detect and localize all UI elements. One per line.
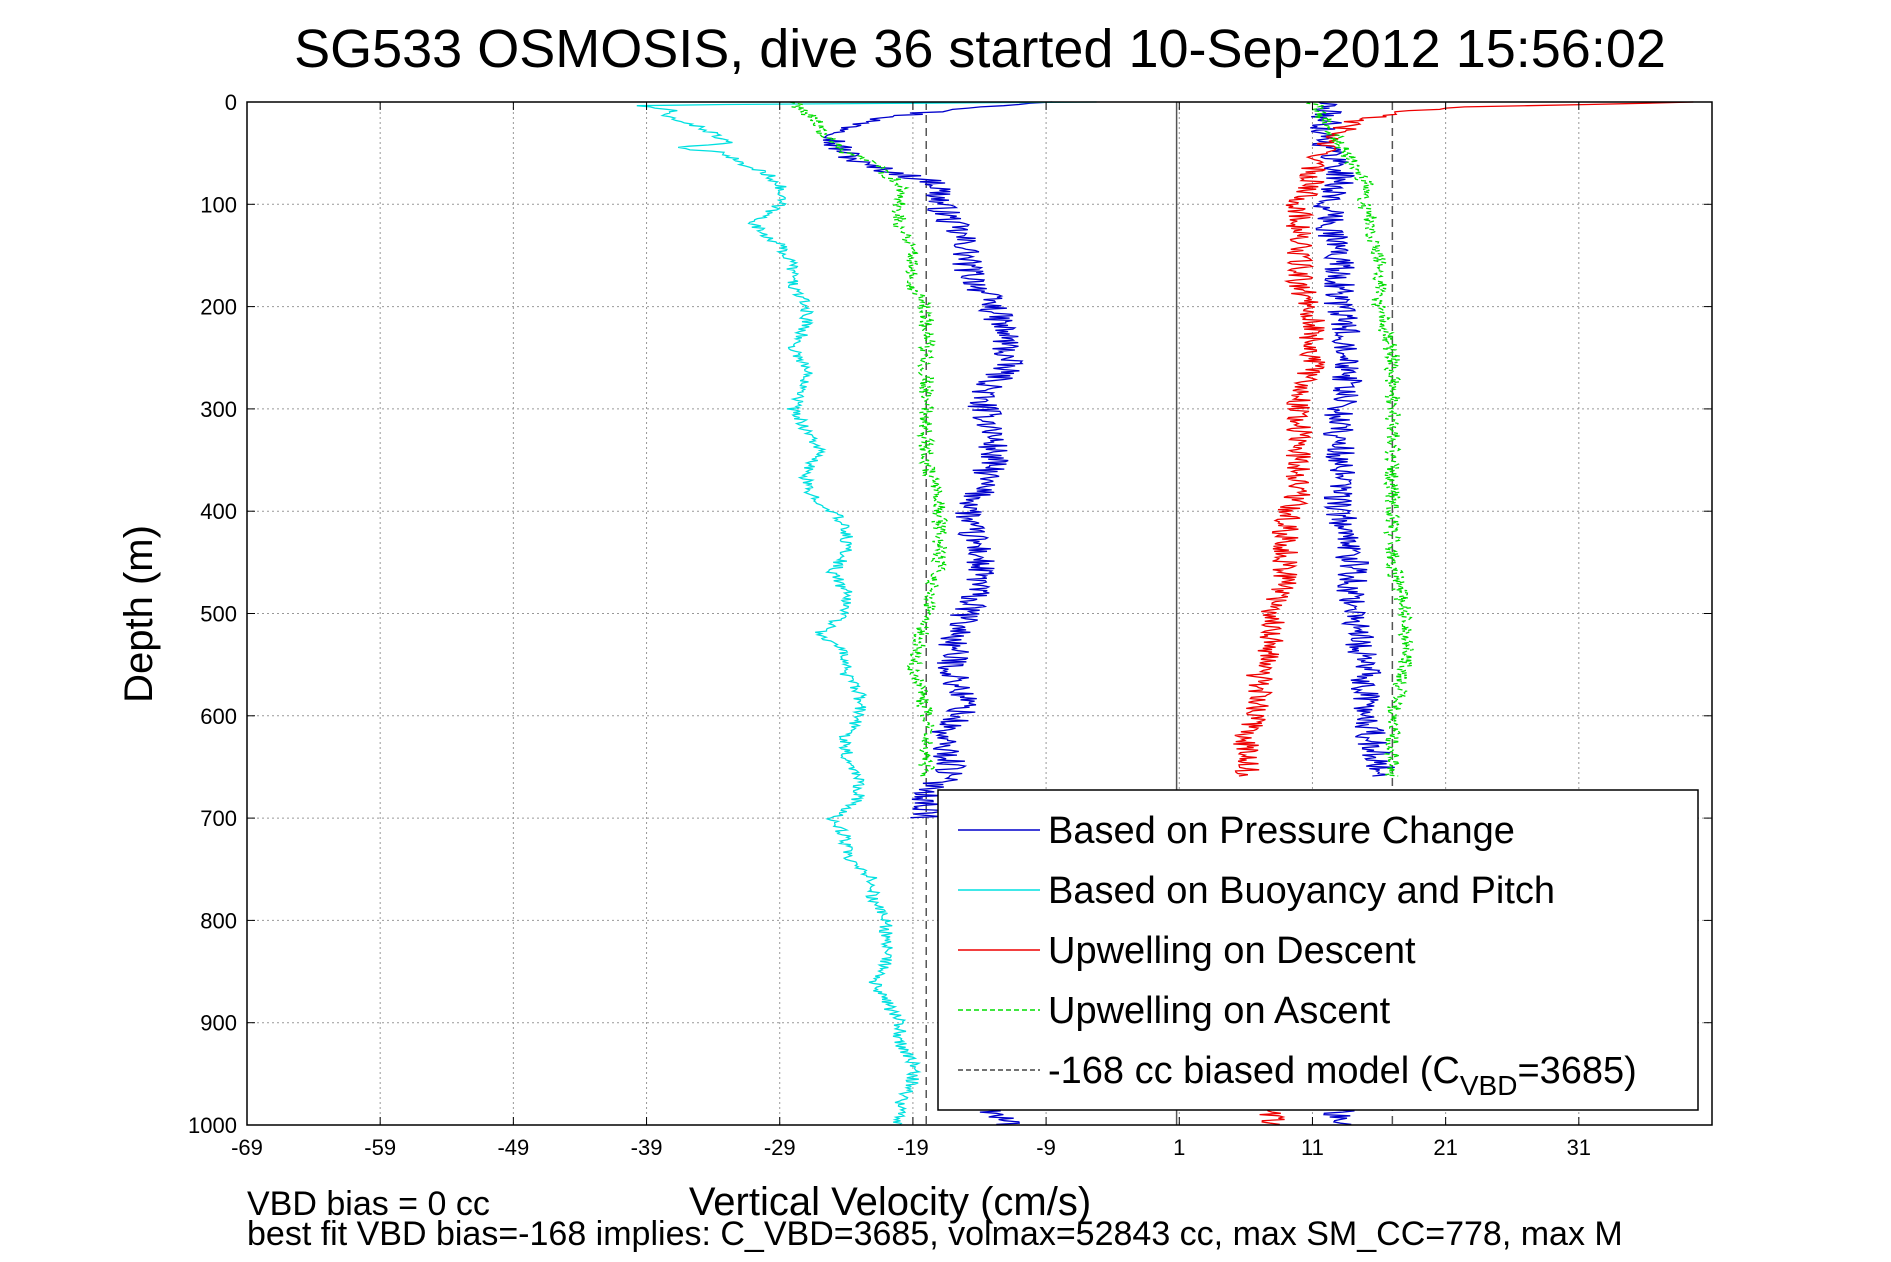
y-axis-label: Depth (m) — [117, 525, 161, 703]
y-tick-label: 700 — [200, 806, 237, 831]
series-layer — [636, 101, 1694, 1126]
y-tick-label: 500 — [200, 602, 237, 627]
series-line-upwelling-on-ascent — [1305, 101, 1414, 777]
x-tick-label: 1 — [1173, 1135, 1185, 1160]
best-fit-note: best fit VBD bias=-168 implies: C_VBD=36… — [247, 1215, 1623, 1253]
series-line-based-on-pressure-change — [822, 101, 1053, 819]
x-tick-label: -69 — [231, 1135, 263, 1160]
x-tick-label: -49 — [497, 1135, 529, 1160]
series-line-based-on-pressure-change — [979, 1109, 1021, 1126]
x-tick-label: -39 — [631, 1135, 663, 1160]
x-tick-label: -9 — [1036, 1135, 1056, 1160]
y-tick-label: 100 — [200, 192, 237, 217]
y-tick-label: 900 — [200, 1011, 237, 1036]
x-tick-label: -29 — [764, 1135, 796, 1160]
y-tick-label: 200 — [200, 295, 237, 320]
x-axis-label: Vertical Velocity (cm/s) — [689, 1180, 1091, 1224]
y-tick-label: 600 — [200, 704, 237, 729]
legend-label: Based on Pressure Change — [1048, 810, 1515, 852]
x-tick-label: 31 — [1567, 1135, 1591, 1160]
legend-label: Upwelling on Descent — [1048, 930, 1416, 972]
y-tick-label: 400 — [200, 499, 237, 524]
series-line-upwelling-on-descent — [1259, 1109, 1286, 1126]
ticks: -69 -59 -49 -39 -29 -19 -9 1 11 21 310100200300400… — [188, 90, 1712, 1160]
y-tick-label: 800 — [200, 908, 237, 933]
y-tick-label: 1000 — [188, 1113, 237, 1138]
series-line-upwelling-on-ascent — [789, 101, 950, 777]
vbd-bias-note: VBD bias = 0 cc — [247, 1185, 490, 1223]
x-tick-label: -19 — [897, 1135, 929, 1160]
series-line-based-on-buoyancy-and-pitch — [636, 101, 1097, 1126]
x-tick-label: 21 — [1433, 1135, 1457, 1160]
legend: Based on Pressure Change Based on Buoyanc… — [937, 789, 1699, 1111]
legend-label: Upwelling on Ascent — [1048, 990, 1391, 1032]
series-line-upwelling-on-descent — [1233, 101, 1694, 777]
series-line-based-on-pressure-change — [1310, 101, 1395, 777]
x-tick-label: 11 — [1301, 1135, 1324, 1160]
y-tick-label: 300 — [200, 397, 237, 422]
legend-label: Based on Buoyancy and Pitch — [1048, 870, 1555, 912]
legend-box — [937, 789, 1699, 1111]
x-tick-label: -59 — [364, 1135, 396, 1160]
chart-title: SG533 OSMOSIS, dive 36 started 10-Sep-20… — [294, 19, 1666, 79]
y-tick-label: 0 — [225, 90, 237, 115]
series-line-based-on-pressure-change — [1323, 1109, 1355, 1126]
legend-label: -168 cc biased model (CVBD=3685) — [1048, 1050, 1637, 1101]
